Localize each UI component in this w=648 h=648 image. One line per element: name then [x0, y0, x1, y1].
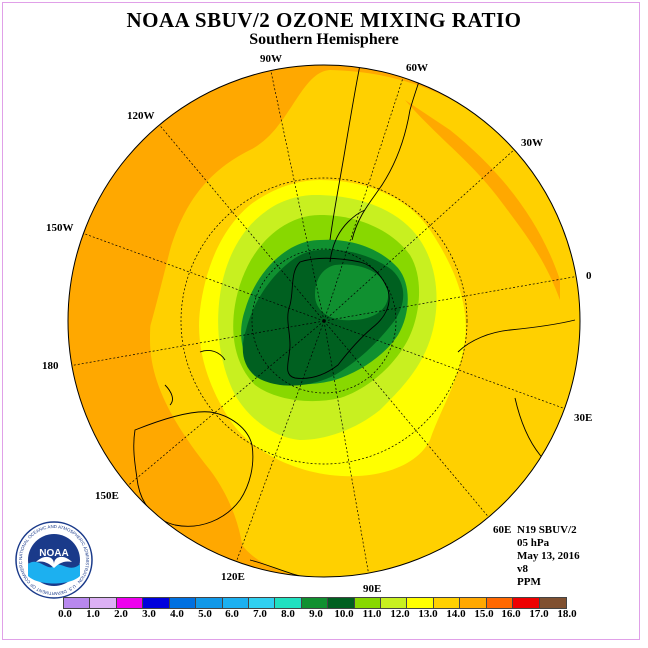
noaa-logo: NOAA NATIONAL OCEANIC AND ATMOSPHERIC AD… [14, 520, 93, 599]
colorbar-segment [275, 598, 302, 608]
colorbar-tick-label: 2.0 [114, 608, 128, 620]
longitude-label: 150W [46, 222, 74, 234]
colorbar-segment [407, 598, 434, 608]
ozone-band-orange-west [68, 80, 280, 577]
colorbar-tick-label: 17.0 [529, 608, 549, 620]
longitude-label: 30E [574, 412, 593, 424]
longitude-label: 60E [493, 524, 512, 536]
meridian-line [159, 124, 325, 322]
pressure-level-label: 05 hPa [517, 537, 550, 549]
meridian-line [127, 320, 325, 486]
colorbar-tick-label: 6.0 [225, 608, 239, 620]
colorbar-tick-label: 18.0 [557, 608, 577, 620]
colorbar-tick-label: 0.0 [58, 608, 72, 620]
colorbar-segment [143, 598, 170, 608]
colorbar-segment [64, 598, 91, 608]
antarctic-peninsula [329, 209, 366, 263]
colorbar-segment [354, 598, 382, 608]
colorbar-segment [539, 598, 566, 608]
map-subtitle: Southern Hemisphere [249, 31, 399, 48]
south-america-coast [329, 65, 425, 241]
colorbar-segment [222, 598, 249, 608]
colorbar-tick-label: 10.0 [334, 608, 354, 620]
colorbar-segment [486, 598, 514, 608]
colorbar-segment [169, 598, 197, 608]
colorbar-segment [301, 598, 329, 608]
colorbar-tick-label: 1.0 [86, 608, 100, 620]
date-label: May 13, 2016 [517, 550, 580, 562]
meridian-line [236, 320, 325, 562]
longitude-label: 30W [521, 137, 543, 149]
colorbar [63, 597, 567, 609]
latitude-circle-inner [251, 248, 397, 394]
meridian-line [323, 77, 404, 322]
longitude-label: 60W [406, 62, 428, 74]
units-label: PPM [517, 576, 541, 588]
meridian-line [270, 70, 325, 322]
colorbar-tick-label: 5.0 [198, 608, 212, 620]
graticule [71, 70, 577, 574]
meridians [71, 70, 577, 574]
colorbar-tick-label: 8.0 [281, 608, 295, 620]
meridian-line [323, 149, 515, 322]
map-boundary [67, 64, 581, 578]
colorbar-segment [433, 598, 461, 608]
longitude-label: 120W [127, 110, 155, 122]
longitude-label: 90W [260, 53, 282, 65]
latitude-circle-mid [180, 177, 468, 465]
version-label: v8 [517, 563, 528, 575]
longitude-label: 0 [586, 270, 592, 282]
colorbar-tick-label: 14.0 [446, 608, 466, 620]
colorbar-tick-label: 4.0 [170, 608, 184, 620]
logo-wordmark: NOAA [39, 548, 68, 559]
colorbar-segment [116, 598, 144, 608]
colorbar-tick-label: 3.0 [142, 608, 156, 620]
longitude-label: 150E [95, 490, 119, 502]
australia-coast [133, 411, 254, 527]
map-title: NOAA SBUV/2 OZONE MIXING RATIO [126, 8, 522, 32]
longitude-label: 90E [363, 583, 382, 595]
meridian-line [323, 320, 565, 409]
longitude-label: 120E [221, 571, 245, 583]
colorbar-tick-label: 12.0 [390, 608, 410, 620]
colorbar-tick-label: 7.0 [253, 608, 267, 620]
ozone-core-light-patch [315, 264, 389, 321]
satellite-label: N19 SBUV/2 [517, 524, 577, 536]
colorbar-tick-label: 15.0 [474, 608, 494, 620]
meridian-line [323, 276, 577, 322]
meridian-line [83, 233, 325, 322]
meridian-line [323, 320, 489, 518]
colorbar-tick-label: 11.0 [362, 608, 382, 620]
colorbar-segment [196, 598, 223, 608]
meridian-line [323, 320, 369, 574]
new-zealand-coast [164, 349, 226, 406]
colorbar-segment [248, 598, 276, 608]
colorbar-tick-label: 9.0 [309, 608, 323, 620]
colorbar-tick-label: 13.0 [418, 608, 438, 620]
colorbar-segment [460, 598, 487, 608]
colorbar-tick-label: 16.0 [501, 608, 521, 620]
logo-bird-wing [36, 556, 72, 568]
meridian-line [71, 320, 325, 366]
colorbar-segment [90, 598, 117, 608]
plot-frame [2, 2, 640, 640]
colorbar-segment [381, 598, 408, 608]
colorbar-segment [513, 598, 540, 608]
info-block: N19 SBUV/2 05 hPa May 13, 2016 v8 PPM [517, 524, 580, 589]
antarctica-coast [287, 257, 390, 379]
longitude-label: 180 [42, 360, 59, 372]
logo-seagull-wave [28, 561, 80, 584]
colorbar-segment [328, 598, 355, 608]
